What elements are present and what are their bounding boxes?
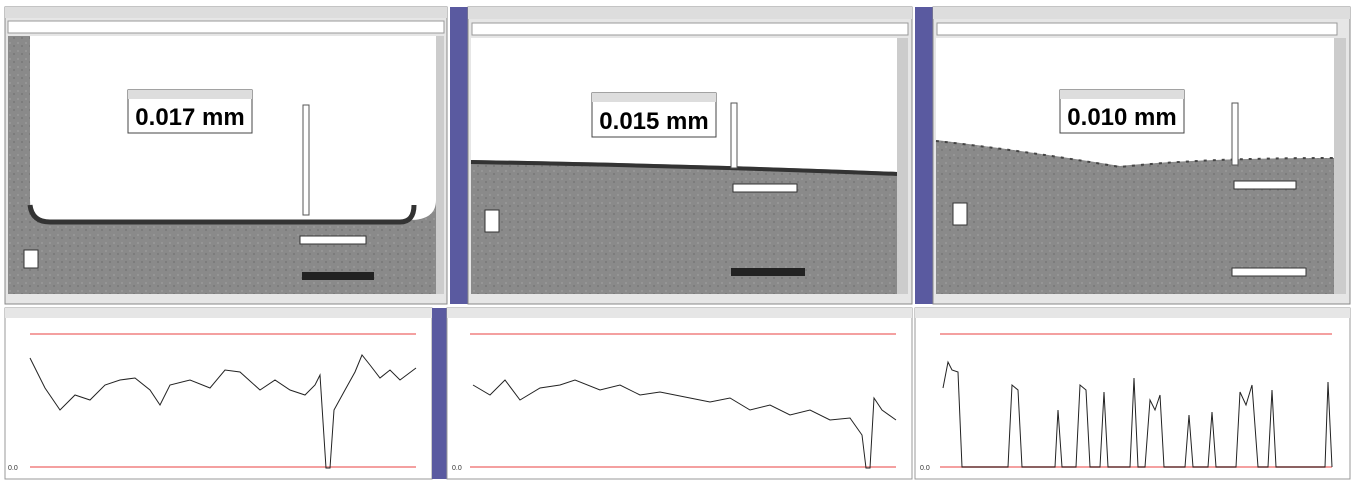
icon xyxy=(485,210,499,232)
graph-2: 0.0 xyxy=(447,308,912,479)
blue-strip xyxy=(450,7,468,304)
scrollbar xyxy=(897,38,908,294)
graph-title-bar xyxy=(915,308,1350,318)
panel-2: 0.015 mm xyxy=(450,7,912,304)
status-bar xyxy=(937,23,1337,35)
marker-label xyxy=(1232,268,1306,276)
measurement: 0.010 mm xyxy=(1067,104,1176,131)
measurement: 0.017 mm xyxy=(135,104,244,131)
gauge xyxy=(731,103,737,168)
screenshot: 0.017 mm 0.015 mm 0.010 mm xyxy=(0,0,1356,481)
panel-1: 0.017 mm xyxy=(5,7,447,304)
measurement-box-header xyxy=(592,93,716,102)
panel-3: 0.010 mm xyxy=(915,7,1350,304)
marker-label xyxy=(1234,181,1296,189)
blue-strip xyxy=(432,308,447,479)
scrollbar xyxy=(1334,38,1346,294)
marker-label xyxy=(300,236,366,244)
y-min-label: 0.0 xyxy=(8,465,18,472)
icon xyxy=(953,203,967,225)
marker-label xyxy=(731,268,805,276)
graph-title-bar xyxy=(5,308,432,318)
status-bar xyxy=(8,21,444,33)
graph-3: 0.0 xyxy=(915,308,1350,479)
marker-label xyxy=(733,184,797,192)
graph-title-bar xyxy=(447,308,912,318)
gauge xyxy=(303,105,309,215)
status-bar xyxy=(472,23,908,35)
graph-1: 0.0 xyxy=(5,308,447,479)
measurement-box-header xyxy=(128,90,252,99)
title-bar xyxy=(468,7,912,19)
gauge xyxy=(1232,103,1238,165)
marker-label xyxy=(302,272,374,280)
measurement: 0.015 mm xyxy=(599,108,708,135)
icon xyxy=(24,250,38,268)
blue-strip xyxy=(915,7,933,304)
title-bar xyxy=(5,7,447,18)
measurement-box-header xyxy=(1060,90,1184,99)
scrollbar xyxy=(436,36,444,294)
y-min-label: 0.0 xyxy=(452,465,462,472)
title-bar xyxy=(933,7,1350,19)
y-min-label: 0.0 xyxy=(920,465,930,472)
